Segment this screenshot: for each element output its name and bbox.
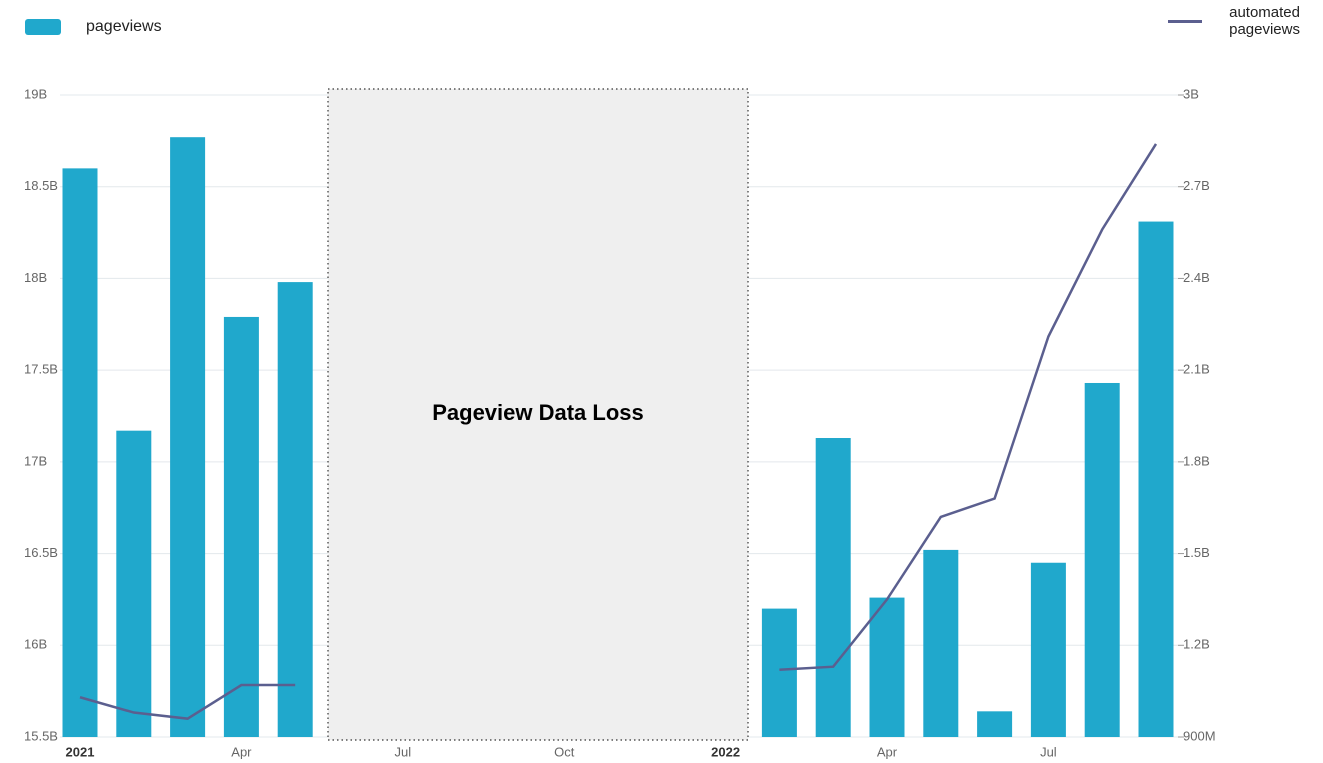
y2-tick-label: 2.4B	[1183, 270, 1210, 285]
y2-tick-label: 3B	[1183, 86, 1199, 101]
data-loss-region	[327, 88, 749, 741]
bar	[223, 316, 259, 737]
bar	[1030, 562, 1066, 737]
line	[79, 143, 1158, 720]
y-tick-label: 16B	[24, 637, 47, 652]
legend-label: pageviews	[86, 18, 162, 35]
y-tick-label: 18.5B	[24, 178, 58, 193]
bar	[277, 282, 313, 737]
y2-tick-label: 1.2B	[1183, 637, 1210, 652]
y-tick-label: 15.5B	[24, 728, 58, 743]
bar	[761, 608, 797, 737]
y2-tick-label: 1.5B	[1183, 545, 1210, 560]
y-tick-label: 17B	[24, 453, 47, 468]
x-tick-label: 2021	[66, 744, 95, 759]
x-tick-label: Apr	[877, 744, 898, 759]
x-tick-label: Oct	[554, 744, 575, 759]
y2-tick-label: 1.8B	[1183, 453, 1210, 468]
y-tick-label: 19B	[24, 86, 47, 101]
y-tick-label: 16.5B	[24, 545, 58, 560]
bar	[170, 137, 206, 737]
legend-line: automated pageviews	[1168, 4, 1300, 38]
legend-swatch	[1168, 19, 1202, 23]
y2-tick-label: 900M	[1183, 728, 1216, 743]
bar	[977, 711, 1013, 737]
y-tick-label: 18B	[24, 270, 47, 285]
y2-tick-label: 2.7B	[1183, 178, 1210, 193]
x-tick-label: 2022	[711, 744, 740, 759]
legend-swatch	[25, 19, 61, 35]
bar	[116, 430, 152, 737]
bar	[62, 168, 98, 737]
x-tick-label: Apr	[231, 744, 252, 759]
legend-bar: pageviews	[25, 18, 162, 36]
x-tick-label: Jul	[1040, 744, 1057, 759]
bar	[1084, 382, 1120, 737]
y-tick-label: 17.5B	[24, 362, 58, 377]
y2-tick-label: 2.1B	[1183, 362, 1210, 377]
bar	[869, 597, 905, 737]
annotation: Pageview Data Loss	[432, 400, 644, 425]
bar	[1138, 221, 1174, 737]
legend-label: automated pageviews	[1229, 4, 1300, 38]
bar	[815, 438, 851, 737]
x-tick-label: Jul	[394, 744, 411, 759]
bar	[923, 549, 959, 737]
